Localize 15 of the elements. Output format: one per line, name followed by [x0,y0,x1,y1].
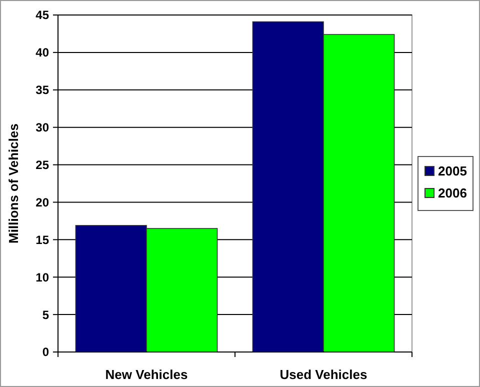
y-tick-label: 25 [36,158,50,172]
y-tick-label: 30 [36,120,50,135]
legend-label: 2006 [438,186,467,200]
y-tick-label: 20 [36,195,50,210]
x-tick-label: New Vehicles [105,367,188,382]
y-tick-label: 5 [42,308,50,322]
y-tick-label: 35 [36,83,50,98]
y-tick-label: 10 [36,270,50,284]
legend-label: 2005 [438,164,467,178]
y-tick-label: 15 [36,232,50,247]
y-tick-label: 0 [42,345,50,360]
y-tick-label: 40 [36,46,50,60]
y-axis-title: Millions of Vehicles [6,124,21,244]
y-tick-label: 45 [36,8,50,22]
x-tick-label: Used Vehicles [280,367,368,382]
